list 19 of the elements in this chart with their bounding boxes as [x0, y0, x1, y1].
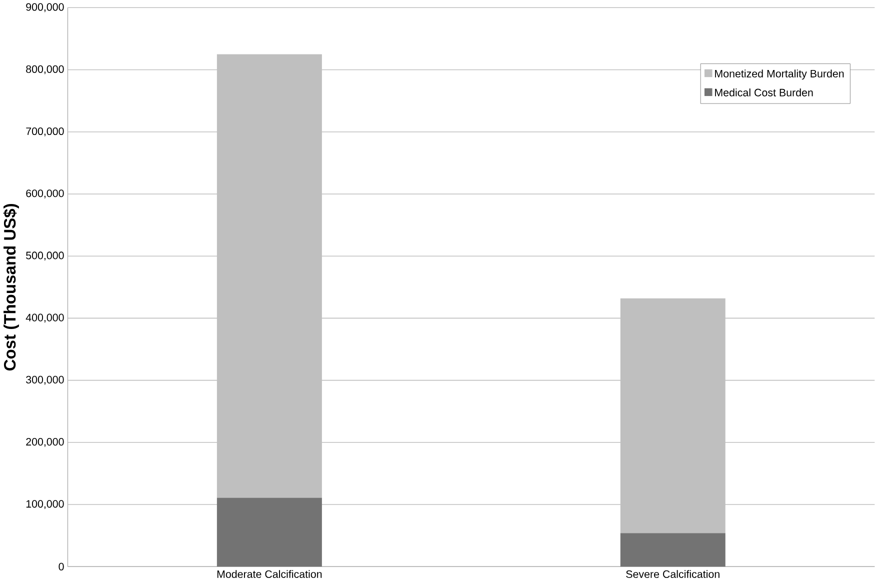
y-axis-title: Cost (Thousand US$) — [3, 204, 19, 370]
x-tick-label: Moderate Calcification — [217, 570, 322, 578]
y-tick-label: 800,000 — [26, 65, 64, 74]
bar — [620, 533, 726, 567]
y-tick-label: 600,000 — [26, 189, 64, 198]
bar — [620, 298, 726, 534]
y-tick-label: 100,000 — [26, 500, 64, 509]
bar — [216, 54, 322, 498]
y-tick-label: 700,000 — [26, 127, 64, 136]
bar — [216, 498, 322, 567]
legend-label: Monetized Mortality Burden — [715, 70, 844, 80]
y-tick-label: 400,000 — [26, 314, 64, 323]
x-tick-label: Severe Calcification — [626, 570, 720, 578]
y-tick-label: 500,000 — [26, 252, 64, 260]
legend-label: Medical Cost Burden — [715, 88, 813, 96]
y-tick-label: 300,000 — [26, 376, 64, 385]
y-tick-label: 200,000 — [26, 438, 64, 447]
y-tick-label: 0 — [58, 562, 64, 570]
y-tick-label: 900,000 — [26, 3, 64, 12]
